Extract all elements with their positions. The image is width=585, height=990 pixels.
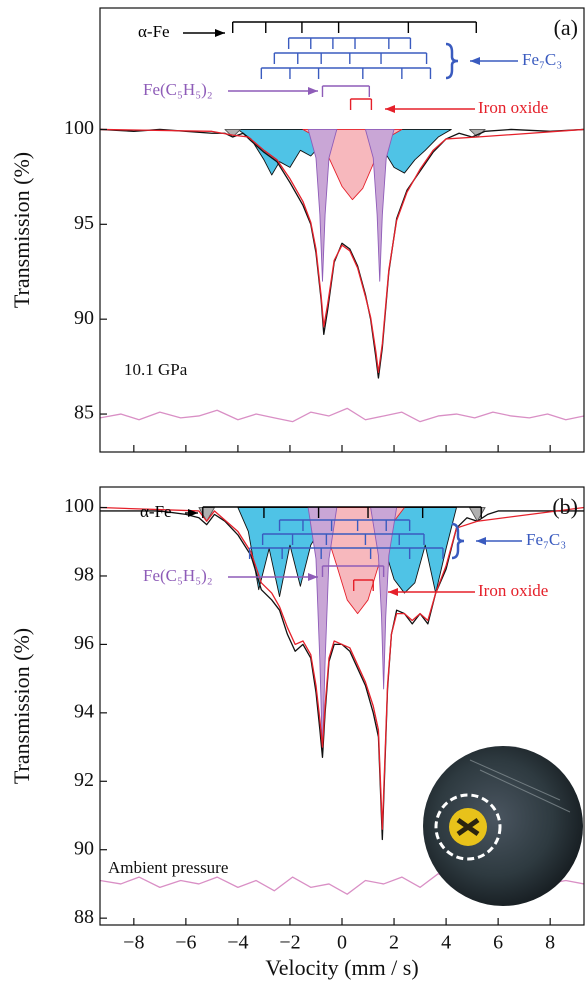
arrow-head bbox=[308, 87, 318, 95]
stick-label: Iron oxide bbox=[478, 581, 548, 600]
y-tick-label: 90 bbox=[74, 837, 94, 859]
y-tick-label: 100 bbox=[64, 117, 94, 139]
arrow-head bbox=[476, 537, 486, 545]
y-axis-title: Transmission (%) bbox=[9, 628, 34, 784]
x-tick-label: −2 bbox=[279, 932, 300, 954]
panel-label: (a) bbox=[554, 15, 578, 40]
y-tick-label: 92 bbox=[74, 769, 94, 791]
arrow-head bbox=[188, 509, 198, 517]
y-tick-label: 88 bbox=[74, 906, 94, 928]
plot-area bbox=[100, 128, 584, 423]
y-axis-title: Transmission (%) bbox=[9, 152, 34, 308]
x-axis-title: Velocity (mm / s) bbox=[265, 955, 418, 980]
stick-label: α-Fe bbox=[140, 502, 172, 521]
arrow-head bbox=[388, 588, 398, 596]
spectrum-line bbox=[100, 407, 584, 423]
x-tick-label: 0 bbox=[337, 932, 347, 954]
x-tick-label: 6 bbox=[493, 932, 503, 954]
stick-label: Iron oxide bbox=[478, 98, 548, 117]
x-tick-label: −6 bbox=[175, 932, 196, 954]
highlight-ring bbox=[434, 793, 502, 861]
x-tick-label: 8 bbox=[545, 932, 555, 954]
annotation: 10.1 GPa bbox=[124, 360, 188, 379]
arrow-head bbox=[308, 573, 318, 581]
stick-label: α-Fe bbox=[138, 22, 170, 41]
annotation: Ambient pressure bbox=[108, 858, 228, 877]
y-tick-label: 100 bbox=[64, 495, 94, 517]
arrow-head bbox=[215, 29, 225, 37]
y-tick-label: 96 bbox=[74, 632, 94, 654]
x-tick-label: 2 bbox=[389, 932, 399, 954]
y-tick-label: 95 bbox=[74, 212, 94, 234]
inset-photo bbox=[423, 746, 583, 906]
spectrum-line bbox=[100, 128, 584, 373]
arrow-head bbox=[470, 57, 480, 65]
brace bbox=[445, 42, 459, 80]
photo-disc bbox=[423, 746, 583, 906]
y-tick-label: 90 bbox=[74, 307, 94, 329]
x-tick-label: −4 bbox=[227, 932, 248, 954]
stick-label: Fe(C₅H₅)₂ bbox=[143, 566, 213, 585]
stick-label: Fe(C₅H₅)₂ bbox=[143, 80, 213, 99]
arrow-head bbox=[385, 105, 395, 113]
x-tick-label: 4 bbox=[441, 932, 451, 954]
sample-cross bbox=[456, 817, 480, 837]
brace bbox=[451, 522, 465, 560]
y-tick-label: 98 bbox=[74, 564, 94, 586]
stick-label: Fe₇C₃ bbox=[526, 530, 566, 549]
y-tick-label: 94 bbox=[74, 700, 94, 722]
plot-frame bbox=[99, 7, 585, 453]
spectrum-line bbox=[100, 506, 584, 830]
y-tick-label: 85 bbox=[74, 402, 94, 424]
panel-label: (b) bbox=[552, 494, 578, 519]
component-area bbox=[307, 128, 395, 282]
x-tick-label: −8 bbox=[123, 932, 144, 954]
stick-label: Fe₇C₃ bbox=[522, 50, 562, 69]
photo-scale bbox=[469, 759, 571, 813]
